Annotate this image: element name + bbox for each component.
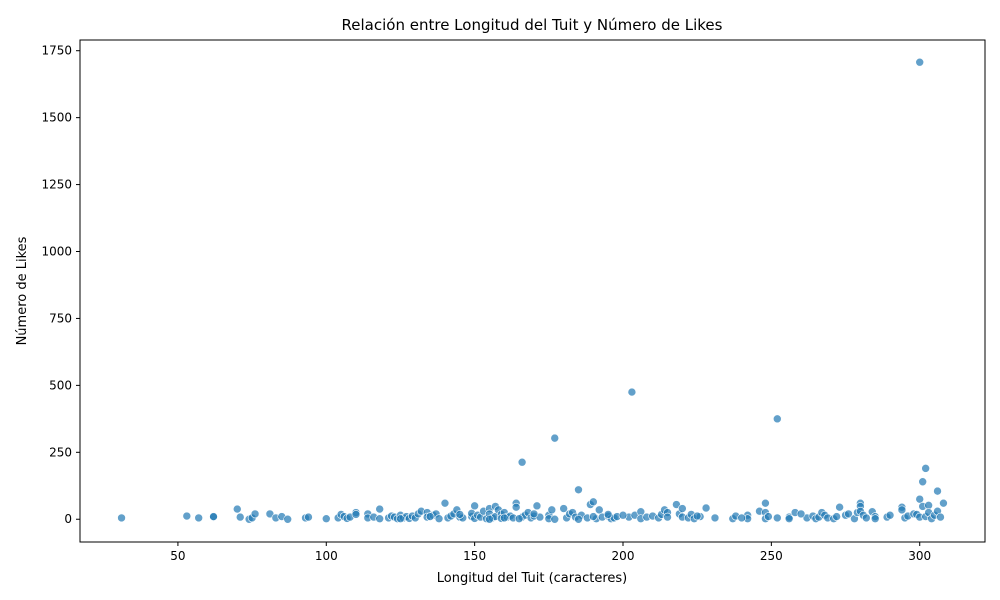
- data-point: [351, 510, 361, 519]
- data-point: [182, 511, 192, 521]
- data-point: [701, 503, 711, 513]
- data-point: [710, 513, 720, 523]
- data-point: [550, 433, 560, 443]
- data-point: [603, 510, 613, 519]
- x-tick-label: 300: [908, 549, 931, 563]
- data-point: [485, 514, 494, 524]
- data-point: [455, 510, 465, 519]
- y-tick-label: 1500: [41, 111, 72, 125]
- x-tick-label: 200: [612, 549, 635, 563]
- data-point: [425, 512, 435, 521]
- data-point: [532, 501, 542, 511]
- y-tick-label: 1250: [41, 178, 72, 192]
- data-point: [835, 502, 844, 512]
- y-tick-label: 0: [64, 512, 72, 526]
- data-point: [574, 485, 583, 495]
- x-axis-title: Longitud del Tuit (caracteres): [437, 571, 627, 586]
- data-point: [627, 387, 637, 397]
- data-point: [921, 464, 930, 473]
- x-tick-label: 50: [170, 549, 185, 563]
- data-point: [514, 514, 524, 524]
- y-axis: 0 250 500 750 1000 1250 1500 1750: [41, 44, 80, 526]
- data-point: [915, 57, 925, 67]
- data-point: [321, 514, 331, 524]
- data-point: [396, 514, 405, 524]
- data-point: [574, 514, 583, 524]
- data-point: [897, 505, 907, 515]
- data-point: [737, 513, 746, 523]
- data-point: [915, 494, 925, 504]
- data-point: [936, 512, 945, 522]
- data-point: [589, 497, 598, 507]
- x-tick-label: 150: [463, 549, 486, 563]
- data-point: [862, 513, 871, 523]
- data-point: [663, 512, 672, 522]
- data-point: [678, 504, 687, 513]
- data-point: [194, 513, 203, 523]
- data-point: [918, 477, 927, 487]
- y-tick-label: 250: [49, 445, 72, 459]
- data-point: [594, 505, 604, 515]
- data-point: [796, 509, 806, 519]
- data-point: [832, 512, 841, 521]
- data-point: [375, 514, 384, 524]
- chart-title: Relación entre Longitud del Tuit y Númer…: [342, 16, 723, 34]
- data-point: [517, 457, 527, 467]
- data-point: [924, 501, 933, 510]
- data-point: [265, 509, 275, 519]
- data-point: [672, 500, 681, 509]
- data-point: [559, 504, 568, 513]
- data-point: [870, 514, 880, 524]
- data-point: [232, 504, 242, 514]
- y-axis-title: Número de Likes: [15, 236, 30, 345]
- data-point: [772, 414, 782, 424]
- x-tick-label: 100: [315, 549, 338, 563]
- data-point: [500, 513, 509, 523]
- data-point: [933, 486, 942, 496]
- data-point: [772, 513, 782, 523]
- plot-frame: [79, 39, 986, 543]
- data-point: [761, 498, 770, 508]
- data-point: [692, 511, 702, 521]
- data-point: [844, 509, 853, 519]
- data-point: [440, 498, 450, 508]
- data-point: [283, 514, 293, 524]
- data-point: [470, 501, 479, 511]
- x-axis: 50 100 150 200 250 300: [170, 542, 931, 563]
- data-point: [618, 510, 628, 520]
- data-point: [209, 512, 218, 521]
- y-tick-label: 750: [49, 311, 72, 325]
- y-tick-label: 1750: [41, 44, 72, 58]
- data-point: [235, 512, 245, 522]
- y-tick-label: 1000: [41, 245, 72, 259]
- data-point: [764, 512, 773, 521]
- data-point: [939, 498, 948, 508]
- y-tick-label: 500: [49, 378, 72, 392]
- data-point: [550, 514, 560, 524]
- points-layer: [117, 57, 948, 524]
- data-point: [434, 514, 444, 524]
- data-point: [885, 510, 895, 520]
- data-point: [784, 514, 794, 524]
- data-point: [250, 509, 260, 519]
- data-point: [547, 505, 557, 515]
- data-point: [304, 512, 313, 522]
- data-point: [589, 512, 598, 521]
- data-point: [117, 513, 126, 523]
- data-point: [529, 509, 539, 519]
- data-point: [511, 502, 521, 512]
- x-tick-label: 250: [760, 549, 783, 563]
- data-point: [375, 504, 384, 514]
